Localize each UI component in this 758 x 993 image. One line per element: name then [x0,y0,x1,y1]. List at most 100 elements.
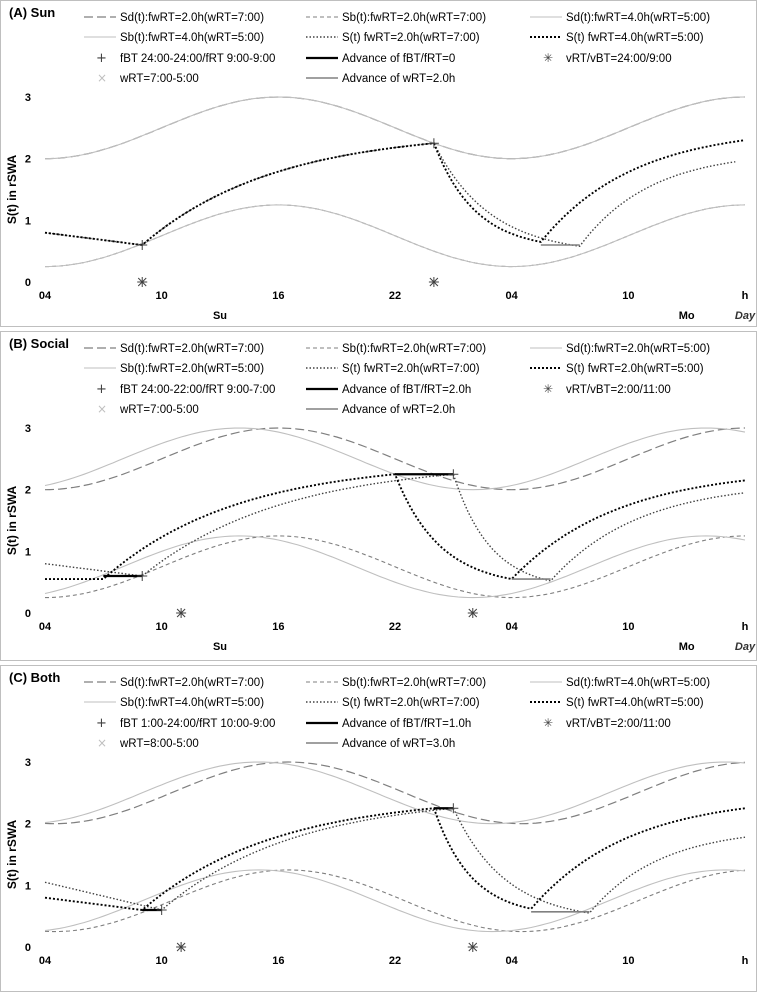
x-tick-label: h [742,621,749,633]
y-tick-label: 3 [25,757,31,769]
series-line [44,96,746,160]
series-line [44,139,746,246]
asterisk-marker [176,608,186,618]
legend-label: fBT 24:00-24:00/fRT 9:00-9:00 [120,53,275,65]
x-tick-label: 10 [622,955,634,967]
chart-panel-both: (C) Both Sd(t):fwRT=2.0h(wRT=7:00) Sb(t):f… [0,665,757,992]
y-tick-label: 3 [25,423,31,435]
y-tick-label: 2 [25,485,31,497]
asterisk-marker [137,277,147,287]
legend-label: Sb(t):fwRT=2.0h(wRT=7:00) [342,677,486,689]
legend-label: Sd(t):fwRT=2.0h(wRT=5:00) [566,343,710,355]
series-line [45,473,746,581]
legend-label: Advance of wRT=2.0h [342,404,455,416]
series-line [44,473,746,582]
legend-label: Advance of fBT/fRT=0 [342,53,455,65]
y-tick-label: 0 [25,277,31,289]
legend-label: vRT/vBT=24:00/9:00 [566,53,672,65]
asterisk-marker [468,942,478,952]
legend-label: S(t) fwRT=2.0h(wRT=7:00) [342,363,480,375]
x-tick-label: 22 [389,955,401,967]
legend-label: wRT=8:00-5:00 [119,738,199,750]
x-tick-label: 10 [622,621,634,633]
legend-label: Sb(t):fwRT=2.0h(wRT=5:00) [120,363,264,375]
y-tick-label: 1 [25,880,31,892]
x-tick-label: 22 [389,621,401,633]
chart-social: (B) Social Sd(t):fwRT=2.0h(wRT=7:00) Sb(t)… [5,336,756,653]
x-tick-label: 22 [389,290,401,302]
asterisk-marker [176,942,186,952]
legend-label: fBT 24:00-22:00/fRT 9:00-7:00 [120,384,275,396]
legend-cross-icon: × [97,402,107,416]
y-tick-label: 3 [25,92,31,104]
legend-label: wRT=7:00-5:00 [119,73,199,85]
legend-plus-icon: + [96,51,107,66]
day-label: Mo [679,310,695,322]
legend-label: Sb(t):fwRT=4.0h(wRT=5:00) [120,697,264,709]
series-line [44,535,746,599]
x-tick-label: 10 [156,955,168,967]
legend-cross-icon: × [97,736,107,750]
legend-plus-icon: + [96,716,107,731]
x-tick-label: h [742,955,749,967]
x-tick-label: 10 [156,290,168,302]
y-tick-label: 2 [25,819,31,831]
x-tick-label: h [742,290,749,302]
series-line [44,869,746,933]
legend-label: wRT=7:00-5:00 [119,404,199,416]
x-tick-label: 16 [272,621,284,633]
legend-label: Sb(t):fwRT=2.0h(wRT=7:00) [342,12,486,24]
day-label: Mo [679,641,695,653]
chart-both: (C) Both Sd(t):fwRT=2.0h(wRT=7:00) Sb(t):f… [5,670,749,967]
legend-label: vRT/vBT=2:00/11:00 [566,384,671,396]
day-label: Su [213,310,227,322]
legend-label: vRT/vBT=2:00/11:00 [566,718,671,730]
series-line [44,761,746,825]
legend-label: Sd(t):fwRT=2.0h(wRT=7:00) [120,343,264,355]
legend-label: S(t) fwRT=4.0h(wRT=5:00) [566,32,704,44]
legend-label: Advance of fBT/fRT=2.0h [342,384,471,396]
x-tick-label: 04 [39,290,52,302]
legend-label: S(t) fwRT=2.0h(wRT=7:00) [342,32,480,44]
x-tick-label: 10 [622,290,634,302]
x-tick-label: 04 [39,621,52,633]
y-tick-label: 0 [25,608,31,620]
asterisk-marker [429,277,439,287]
series-line [44,204,746,268]
y-axis-title: S(t) in rSWA [5,155,19,225]
legend-label: Sd(t):fwRT=2.0h(wRT=7:00) [120,677,264,689]
legend-label: S(t) fwRT=2.0h(wRT=7:00) [342,697,480,709]
legend-label: Sd(t):fwRT=2.0h(wRT=7:00) [120,12,264,24]
series-line [44,761,746,825]
series-line [44,807,746,911]
y-tick-label: 2 [25,154,31,166]
legend-label: fBT 1:00-24:00/fRT 10:00-9:00 [120,718,275,730]
y-tick-label: 1 [25,546,31,558]
day-label: Day [735,310,756,322]
chart-panel-social: (B) Social Sd(t):fwRT=2.0h(wRT=7:00) Sb(t)… [0,331,757,661]
x-tick-label: 16 [272,290,284,302]
legend-asterisk-icon: ✳ [543,382,553,396]
series-line [44,142,736,247]
series-line [44,535,746,599]
y-axis-title: S(t) in rSWA [5,486,19,556]
legend-label: Sb(t):fwRT=2.0h(wRT=7:00) [342,343,486,355]
day-label: Day [735,641,756,653]
y-axis-title: S(t) in rSWA [5,820,19,890]
x-tick-label: 16 [272,955,284,967]
legend-label: S(t) fwRT=4.0h(wRT=5:00) [566,697,704,709]
panel-title: (C) Both [9,670,60,685]
y-tick-label: 0 [25,942,31,954]
legend-cross-icon: × [97,71,107,85]
legend-label: Advance of wRT=2.0h [342,73,455,85]
asterisk-marker [468,608,478,618]
legend-label: Sd(t):fwRT=4.0h(wRT=5:00) [566,677,710,689]
x-tick-label: 04 [506,621,519,633]
legend-label: Sd(t):fwRT=4.0h(wRT=5:00) [566,12,710,24]
chart-panel-sun: (A) Sun Sd(t):fwRT=2.0h(wRT=7:00) Sb(t):fw… [0,0,757,327]
legend-label: Advance of fBT/fRT=1.0h [342,718,471,730]
legend-label: Advance of wRT=3.0h [342,738,455,750]
day-label: Su [213,641,227,653]
legend-asterisk-icon: ✳ [543,51,553,65]
legend-label: Sb(t):fwRT=4.0h(wRT=5:00) [120,32,264,44]
